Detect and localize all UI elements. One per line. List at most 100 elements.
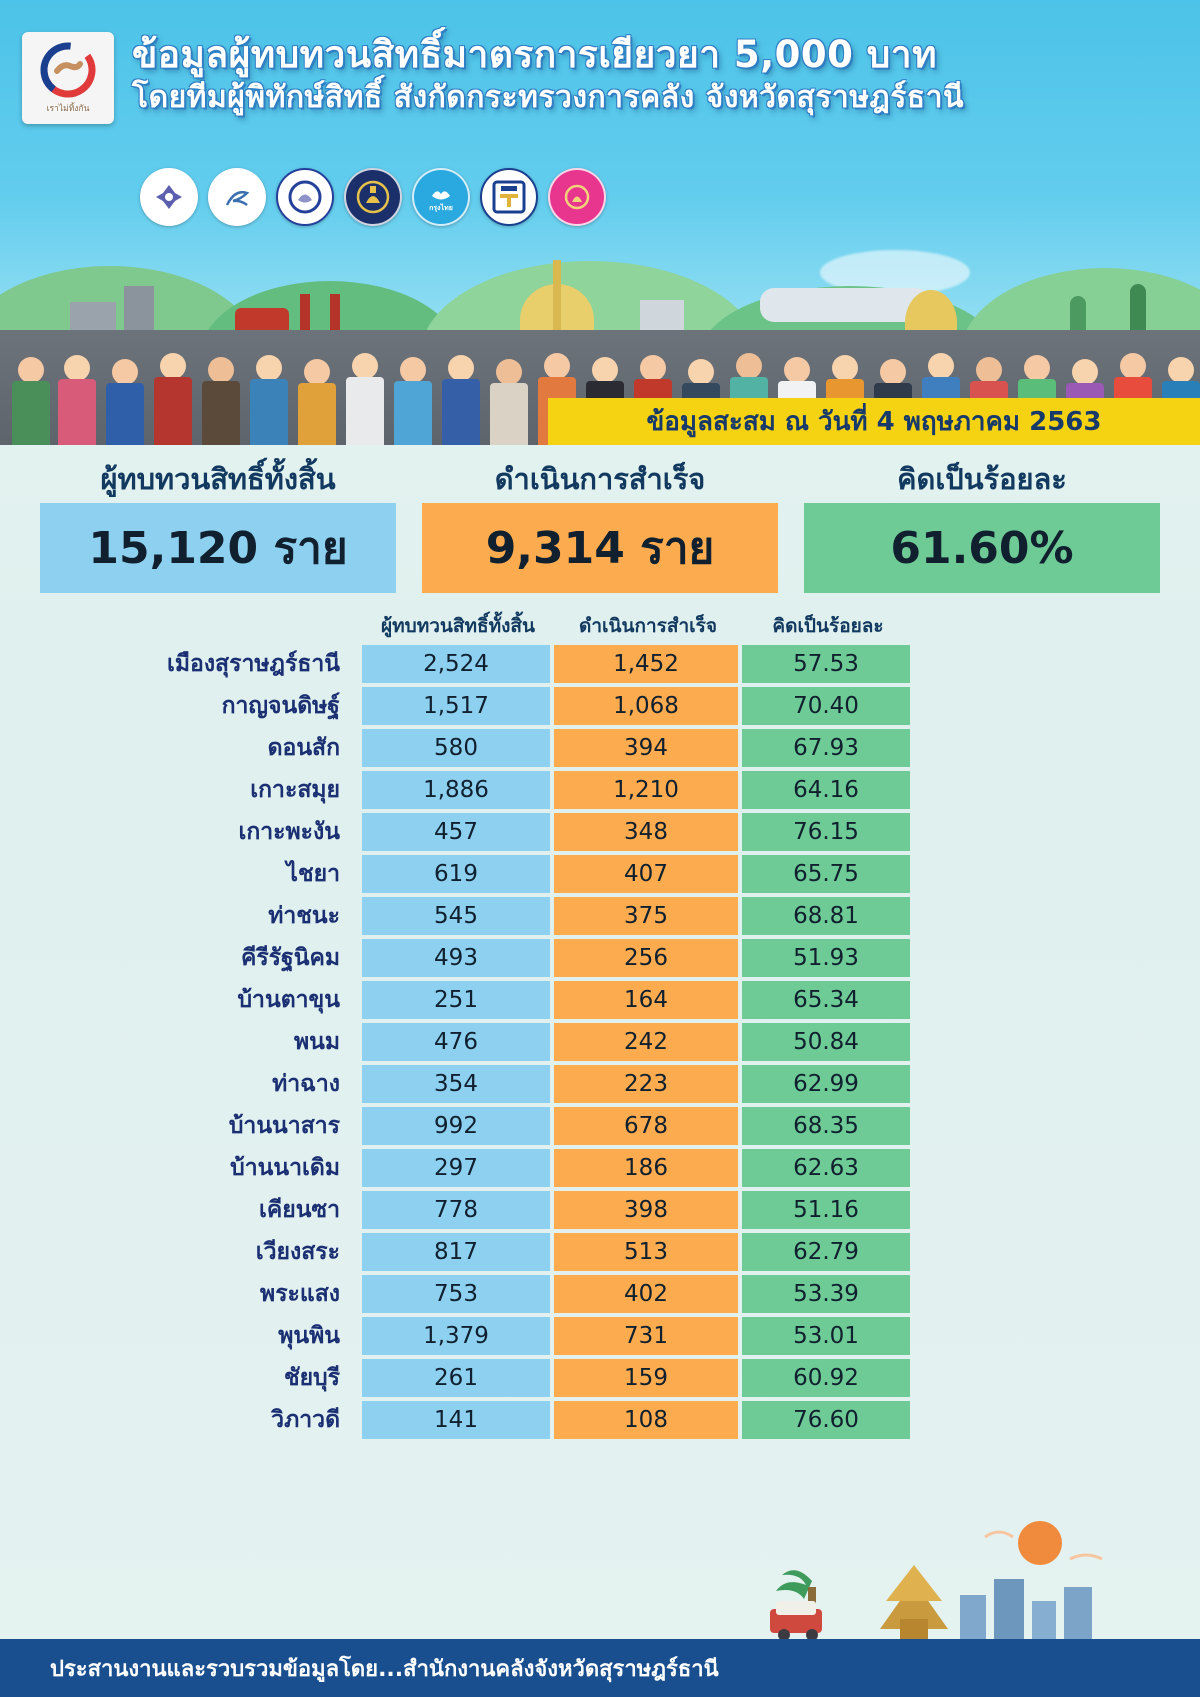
cell-district-name: เกาะสมุย <box>250 777 340 804</box>
cell-success: 348 <box>554 813 738 852</box>
cell-total: 457 <box>362 813 550 852</box>
cell-percent: 53.01 <box>742 1317 910 1356</box>
cell-percent: 51.93 <box>742 939 910 978</box>
table-row: เมืองสุราษฎร์ธานี 2,524 1,452 57.53 <box>38 645 1162 684</box>
table-row: พระแสง 753 402 53.39 <box>38 1275 1162 1314</box>
table-row: ดอนสัก 580 394 67.93 <box>38 729 1162 768</box>
cell-percent: 76.60 <box>742 1401 910 1440</box>
cell-percent: 57.53 <box>742 645 910 684</box>
table-row: ไชยา 619 407 65.75 <box>38 855 1162 894</box>
cell-total: 141 <box>362 1401 550 1440</box>
cell-total: 2,524 <box>362 645 550 684</box>
cell-success: 164 <box>554 981 738 1020</box>
table-row: เกาะสมุย 1,886 1,210 64.16 <box>38 771 1162 810</box>
stat-value-completed: 9,314 ราย <box>422 503 778 594</box>
cell-total: 476 <box>362 1023 550 1062</box>
table-row: วิภาวดี 141 108 76.60 <box>38 1401 1162 1440</box>
table-row: พนม 476 242 50.84 <box>38 1023 1162 1062</box>
table-body: เมืองสุราษฎร์ธานี 2,524 1,452 57.53 กาญจนดิษ… <box>38 645 1162 1440</box>
cell-district-name: วิภาวดี <box>271 1407 340 1434</box>
as-of-date-banner: ข้อมูลสะสม ณ วันที่ 4 พฤษภาคม 2563 <box>548 398 1200 445</box>
seal-ministry-of-finance-icon <box>276 168 334 226</box>
seal-comptroller-general-icon <box>140 168 198 226</box>
cell-district-name: ท่าชนะ <box>268 903 340 930</box>
cell-success: 223 <box>554 1065 738 1104</box>
seal-government-savings-bank-icon <box>480 168 538 226</box>
cell-total: 354 <box>362 1065 550 1104</box>
cell-district-name: กาญจนดิษฐ์ <box>221 693 340 720</box>
table-row: ท่าฉาง 354 223 62.99 <box>38 1065 1162 1104</box>
cell-success: 256 <box>554 939 738 978</box>
cell-success: 242 <box>554 1023 738 1062</box>
cell-district-name: บ้านนาสาร <box>228 1113 340 1140</box>
seal-baac-icon <box>548 168 606 226</box>
stat-label-completed: ดำเนินการสำเร็จ <box>494 462 706 496</box>
cell-percent: 76.15 <box>742 813 910 852</box>
cell-percent: 60.92 <box>742 1359 910 1398</box>
cell-percent: 67.93 <box>742 729 910 768</box>
seal-krungthai-bank-icon: กรุงไทย <box>412 168 470 226</box>
cell-total: 1,517 <box>362 687 550 726</box>
cell-success: 159 <box>554 1359 738 1398</box>
cell-success: 186 <box>554 1149 738 1188</box>
stat-label-percent: คิดเป็นร้อยละ <box>897 462 1067 496</box>
table-column-headers: ผู้ทบทวนสิทธิ์ทั้งสิ้น ดำเนินการสำเร็จ ค… <box>38 611 1162 641</box>
table-row: ท่าชนะ 545 375 68.81 <box>38 897 1162 936</box>
column-header-percent: คิดเป็นร้อยละ <box>772 615 884 638</box>
cell-percent: 65.75 <box>742 855 910 894</box>
cell-success: 375 <box>554 897 738 936</box>
page-title: ข้อมูลผู้ทบทวนสิทธิ์มาตรการเยียวยา 5,000… <box>132 33 937 76</box>
table-row: เวียงสระ 817 513 62.79 <box>38 1233 1162 1272</box>
cell-district-name: เคียนซา <box>259 1197 340 1224</box>
table-row: เคียนซา 778 398 51.16 <box>38 1191 1162 1230</box>
page-subtitle: โดยทีมผู้พิทักษ์สิทธิ์ สังกัดกระทรวงการค… <box>132 79 964 115</box>
cell-district-name: เมืองสุราษฎร์ธานี <box>166 651 340 678</box>
cell-total: 251 <box>362 981 550 1020</box>
cell-district-name: คีรีรัฐนิคม <box>240 945 340 972</box>
cell-success: 407 <box>554 855 738 894</box>
cell-percent: 51.16 <box>742 1191 910 1230</box>
table-row: บ้านนาสาร 992 678 68.35 <box>38 1107 1162 1146</box>
cell-total: 580 <box>362 729 550 768</box>
cell-success: 1,210 <box>554 771 738 810</box>
table-row: บ้านนาเดิม 297 186 62.63 <box>38 1149 1162 1188</box>
cell-percent: 64.16 <box>742 771 910 810</box>
cell-district-name: พนม <box>293 1029 340 1056</box>
cell-district-name: พระแสง <box>260 1281 340 1308</box>
column-header-success: ดำเนินการสำเร็จ <box>579 615 717 638</box>
cell-total: 753 <box>362 1275 550 1314</box>
cell-percent: 62.79 <box>742 1233 910 1272</box>
cell-success: 402 <box>554 1275 738 1314</box>
cell-total: 261 <box>362 1359 550 1398</box>
we-not-leave-each-other-logo: เราไม่ทิ้งกัน <box>22 32 114 124</box>
cell-district-name: ดอนสัก <box>267 735 340 762</box>
cell-success: 731 <box>554 1317 738 1356</box>
footer-illustration <box>0 1509 1200 1641</box>
cell-percent: 50.84 <box>742 1023 910 1062</box>
cell-percent: 68.81 <box>742 897 910 936</box>
handshake-logo-icon <box>39 41 97 99</box>
cell-district-name: บ้านนาเดิม <box>230 1155 340 1182</box>
stat-card-completed: ดำเนินการสำเร็จ 9,314 ราย <box>422 461 778 594</box>
as-of-date-text: ข้อมูลสะสม ณ วันที่ 4 พฤษภาคม 2563 <box>646 407 1102 437</box>
cell-percent: 53.39 <box>742 1275 910 1314</box>
cell-total: 1,379 <box>362 1317 550 1356</box>
cell-total: 545 <box>362 897 550 936</box>
cell-total: 619 <box>362 855 550 894</box>
cell-district-name: พุนพิน <box>278 1323 340 1350</box>
footer-bar: ประสานงานและรวบรวมข้อมูลโดย...สำนักงานคล… <box>0 1639 1200 1697</box>
cell-success: 398 <box>554 1191 738 1230</box>
table-row: เกาะพะงัน 457 348 76.15 <box>38 813 1162 852</box>
header-title-block: ข้อมูลผู้ทบทวนสิทธิ์มาตรการเยียวยา 5,000… <box>114 18 1200 115</box>
cell-success: 108 <box>554 1401 738 1440</box>
cell-district-name: บ้านตาขุน <box>237 987 340 1014</box>
cell-district-name: เวียงสระ <box>255 1239 340 1266</box>
stat-value-percent: 61.60% <box>804 503 1160 594</box>
agency-seal-row: กรุงไทย <box>140 168 606 226</box>
stat-card-percent: คิดเป็นร้อยละ 61.60% <box>804 461 1160 594</box>
cell-success: 394 <box>554 729 738 768</box>
footer-text: ประสานงานและรวบรวมข้อมูลโดย...สำนักงานคล… <box>50 1656 719 1682</box>
cell-total: 778 <box>362 1191 550 1230</box>
column-header-total: ผู้ทบทวนสิทธิ์ทั้งสิ้น <box>380 615 535 638</box>
svg-text:กรุงไทย: กรุงไทย <box>429 203 453 212</box>
